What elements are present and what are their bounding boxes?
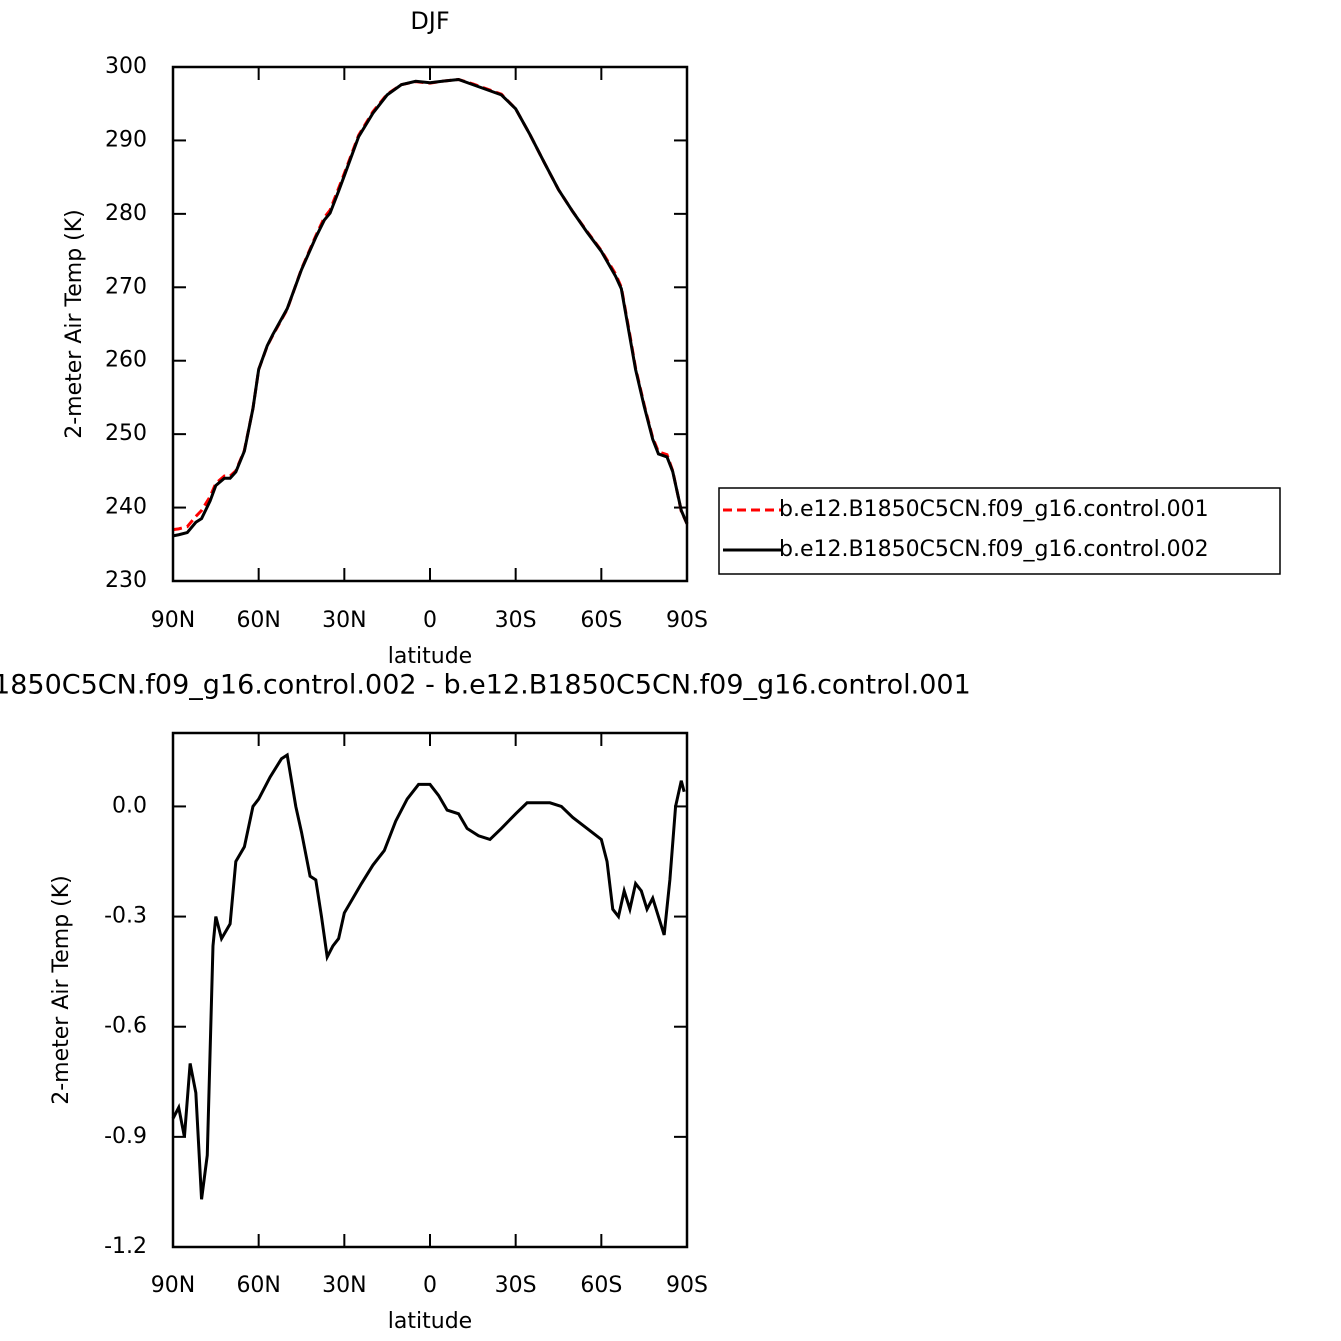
y-tick-label: -0.3 bbox=[104, 904, 147, 929]
plot-frame bbox=[171, 731, 689, 1249]
x-tick-label: 30N bbox=[322, 1273, 366, 1298]
x-tick-label: 0 bbox=[423, 1273, 437, 1298]
x-tick-label: 30N bbox=[322, 608, 366, 633]
y-tick-label: 280 bbox=[105, 201, 147, 226]
x-tick-label: 60N bbox=[236, 1273, 280, 1298]
plot-frame bbox=[171, 65, 689, 583]
y-axis-label: 2-meter Air Temp (K) bbox=[49, 875, 74, 1105]
x-tick-label: 0 bbox=[423, 608, 437, 633]
x-axis-label: latitude bbox=[388, 1309, 472, 1334]
data-line bbox=[172, 77, 689, 538]
x-tick-label: 90N bbox=[151, 1273, 195, 1298]
x-tick-label: 90N bbox=[151, 608, 195, 633]
x-tick-label: 60S bbox=[580, 608, 622, 633]
x-tick-label: 90S bbox=[666, 1273, 708, 1298]
y-tick-label: 0.0 bbox=[112, 793, 147, 818]
y-tick-label: 260 bbox=[105, 348, 147, 373]
y-tick-label: 250 bbox=[105, 421, 147, 446]
x-tick-label: 90S bbox=[666, 608, 708, 633]
x-tick-label: 60N bbox=[236, 608, 280, 633]
x-tick-label: 60S bbox=[580, 1273, 622, 1298]
legend-label: b.e12.B1850C5CN.f09_g16.control.002 bbox=[779, 537, 1209, 562]
data-line bbox=[172, 77, 689, 532]
x-axis-label: latitude bbox=[388, 644, 472, 669]
y-tick-label: 270 bbox=[105, 274, 147, 299]
data-line bbox=[171, 752, 686, 1200]
y-tick-label: 230 bbox=[105, 568, 147, 593]
x-tick-label: 30S bbox=[495, 1273, 537, 1298]
legend-box bbox=[718, 487, 1281, 575]
y-tick-label: -0.9 bbox=[104, 1124, 147, 1149]
x-tick-label: 30S bbox=[495, 608, 537, 633]
y-tick-label: 240 bbox=[105, 495, 147, 520]
y-axis-label: 2-meter Air Temp (K) bbox=[62, 209, 87, 439]
y-tick-label: 290 bbox=[105, 127, 147, 152]
y-tick-label: -0.6 bbox=[104, 1014, 147, 1039]
chart-title: b.e12.B1850C5CN.f09_g16.control.002 - b.… bbox=[0, 670, 971, 701]
y-tick-label: 300 bbox=[105, 54, 147, 79]
chart-title: DJF bbox=[410, 7, 449, 35]
y-tick-label: -1.2 bbox=[104, 1234, 147, 1259]
legend-label: b.e12.B1850C5CN.f09_g16.control.001 bbox=[779, 497, 1209, 522]
